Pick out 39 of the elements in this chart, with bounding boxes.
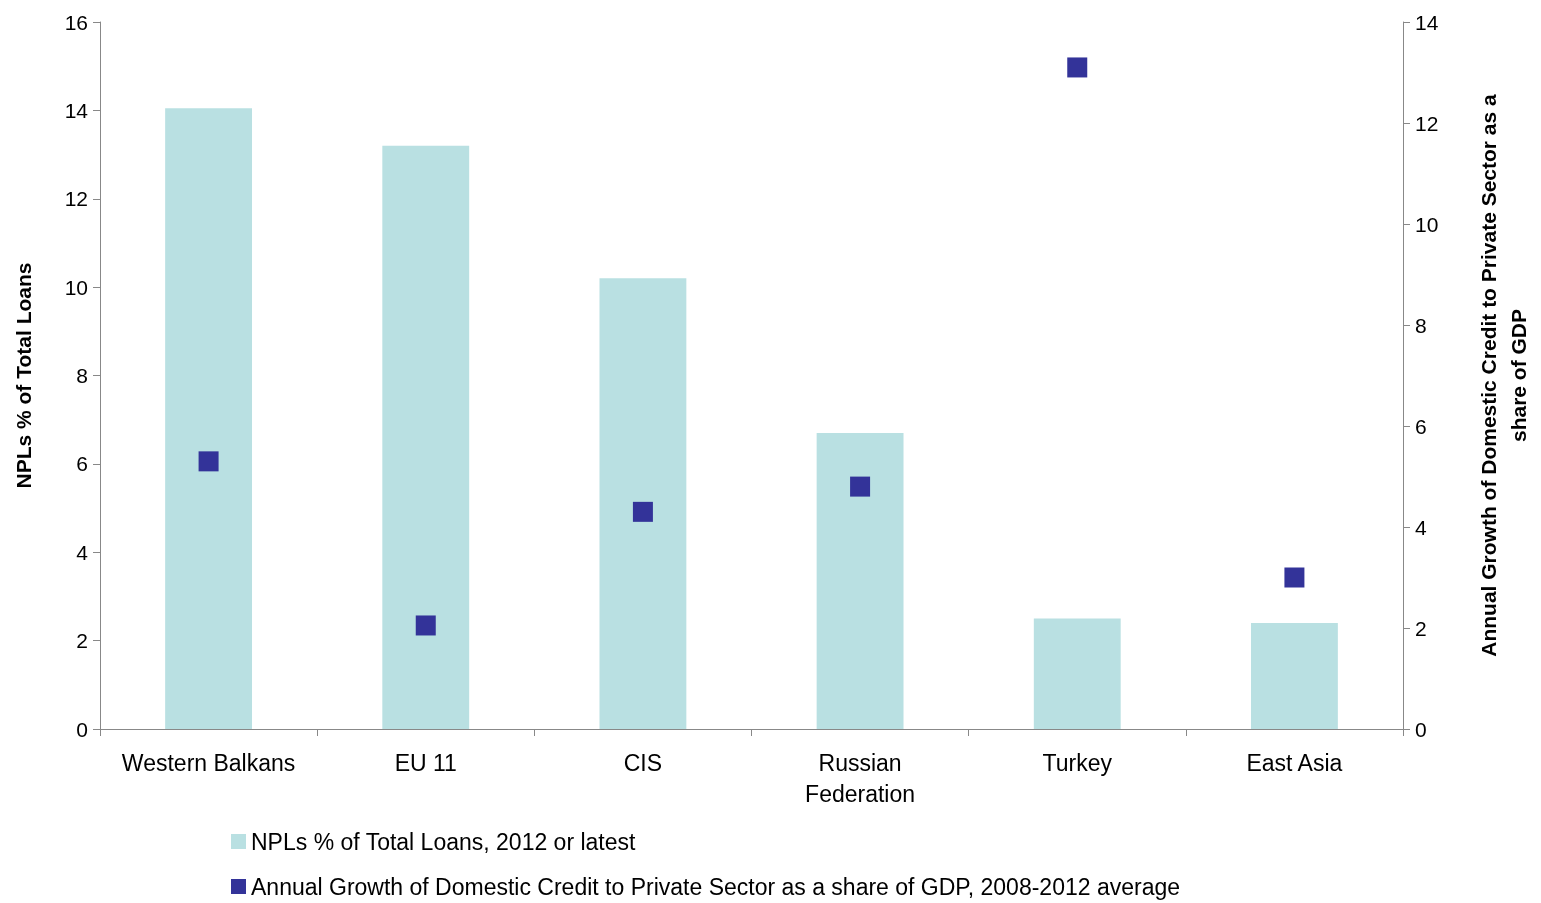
- y-tick-label: 2: [76, 629, 88, 653]
- y-tick-label: 6: [76, 452, 88, 476]
- point: [850, 476, 871, 497]
- point: [1284, 567, 1305, 588]
- bar: [599, 278, 687, 729]
- y-tick-label: 4: [76, 540, 89, 564]
- legend-label: Annual Growth of Domestic Credit to Private Sector as a share of GDP, 2008-2012 average: [251, 873, 1181, 900]
- point: [198, 451, 219, 472]
- bar: [1250, 622, 1338, 729]
- y2-axis-title: Annual Growth of Domestic Credit to Private Sector as a share of GDP: [1476, 93, 1530, 657]
- y-axis-title: NPLs % of Total Loans: [11, 262, 35, 489]
- x-tick-label: CIS: [623, 749, 663, 776]
- x-tick-label: Russian Federation: [805, 749, 916, 807]
- y-tick-label: 10: [64, 275, 88, 299]
- bar: [816, 432, 904, 729]
- y-tick-label: 8: [76, 364, 88, 387]
- bar: [1033, 618, 1121, 729]
- y2-tick-label: 0: [1415, 717, 1427, 741]
- y-tick-label: 0: [76, 717, 88, 741]
- x-tick-label: EU 11: [394, 749, 457, 776]
- x-tick-label: Western Balkans: [121, 749, 296, 776]
- bar: [165, 108, 253, 729]
- bar: [382, 145, 470, 729]
- y2-tick-label: 14: [1415, 10, 1439, 34]
- x-tick-label: Turkey: [1042, 749, 1113, 776]
- y-tick-label: 12: [64, 187, 88, 211]
- legend-label: NPLs % of Total Loans, 2012 or latest: [251, 828, 637, 855]
- y2-tick-label: 4: [1415, 515, 1427, 539]
- y2-tick-label: 2: [1415, 616, 1427, 640]
- y2-tick-label: 8: [1415, 313, 1427, 337]
- point: [1067, 57, 1088, 78]
- x-tick-label: East Asia: [1246, 749, 1343, 776]
- y2-tick-label: 10: [1415, 212, 1439, 236]
- y-tick-label: 16: [64, 10, 88, 34]
- y-tick-label: 14: [64, 98, 89, 122]
- point: [632, 501, 653, 522]
- point: [415, 615, 436, 636]
- y2-tick-label: 6: [1415, 414, 1427, 438]
- y2-tick-label: 12: [1415, 111, 1439, 135]
